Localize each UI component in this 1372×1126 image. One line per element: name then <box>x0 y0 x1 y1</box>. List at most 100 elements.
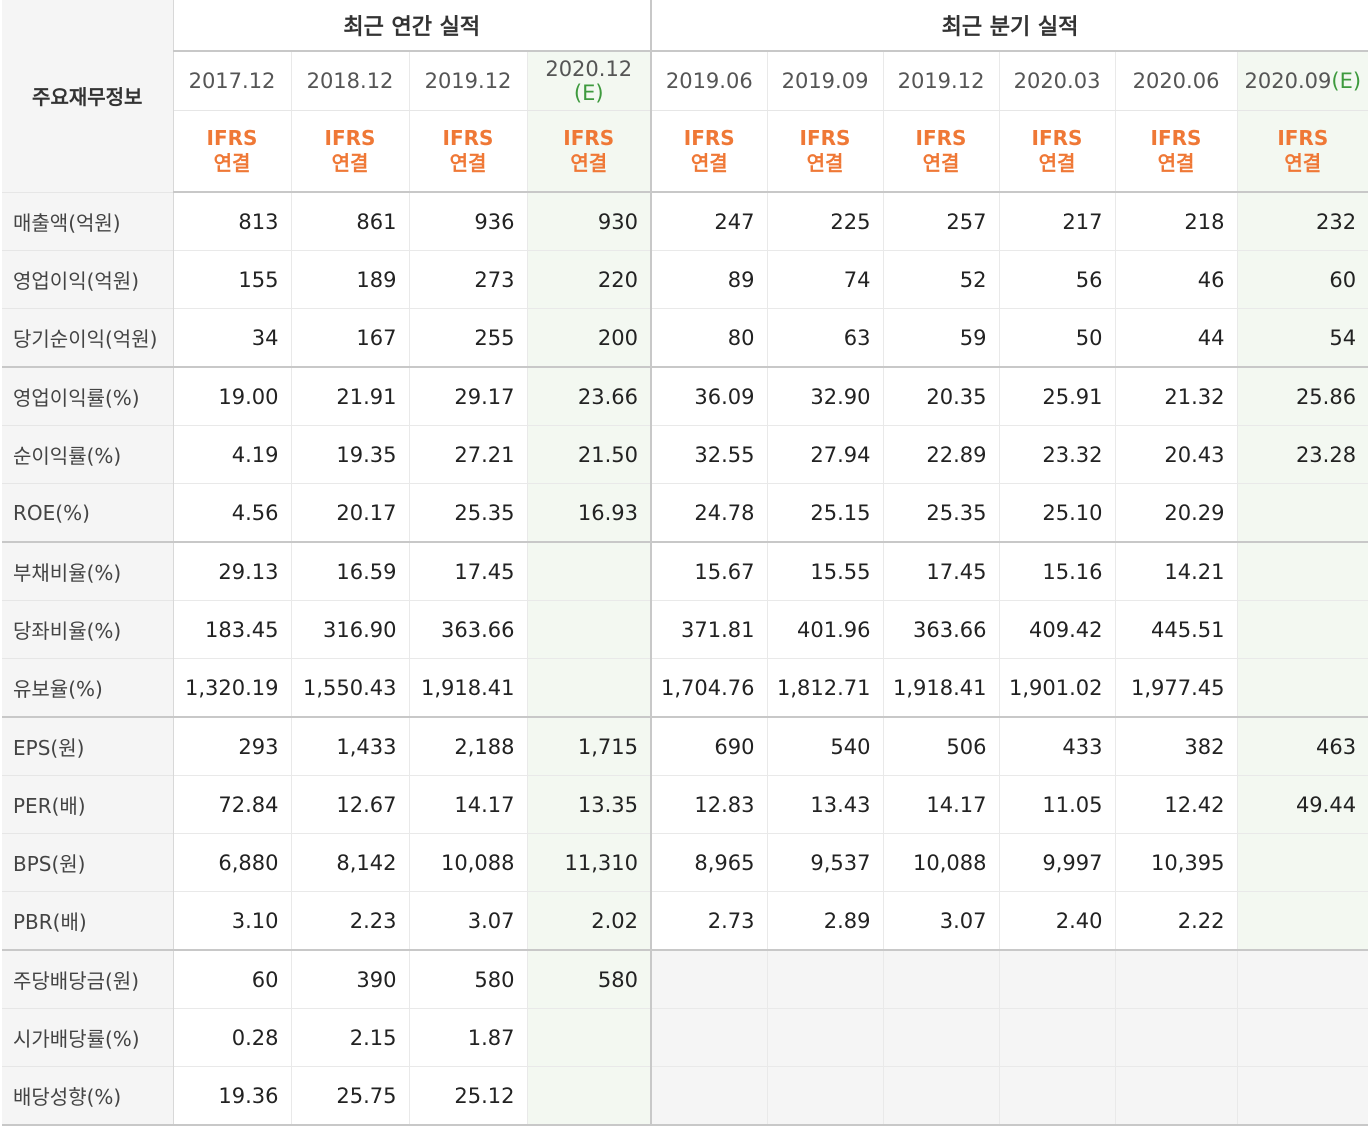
value-cell: 10,395 <box>1115 833 1238 892</box>
value-cell: 232 <box>1237 191 1369 251</box>
value-cell: 155 <box>173 250 292 309</box>
value-cell: 690 <box>651 716 768 776</box>
value-cell: 20.35 <box>883 366 1000 426</box>
value-cell: 2,188 <box>409 716 528 776</box>
row-label: PBR(배) <box>2 891 174 950</box>
value-cell: 13.35 <box>527 775 653 834</box>
ifrs-label: IFRS 연결 <box>651 110 768 193</box>
ifrs-label: IFRS 연결 <box>1237 110 1369 193</box>
value-cell: 4.56 <box>173 483 292 542</box>
value-cell <box>527 1008 653 1067</box>
row-label: ROE(%) <box>2 483 174 542</box>
table-row: 영업이익률(%) 19.00 21.91 29.17 23.66 36.09 32.90 20… <box>2 366 1369 426</box>
table-row: 당좌비율(%) 183.45 316.90 363.66 371.81 401.96 363… <box>2 600 1369 659</box>
value-cell: 24.78 <box>651 483 768 542</box>
value-cell: 44 <box>1115 308 1238 367</box>
value-cell: 12.42 <box>1115 775 1238 834</box>
value-cell: 255 <box>409 308 528 367</box>
value-cell: 0.28 <box>173 1008 292 1067</box>
value-cell: 63 <box>767 308 884 367</box>
period-header: 2017.12 <box>173 51 292 111</box>
table-row: 주당배당금(원) 60 390 580 580 <box>2 949 1369 1009</box>
value-cell: 80 <box>651 308 768 367</box>
value-cell: 29.13 <box>173 541 292 601</box>
value-cell: 25.15 <box>767 483 884 542</box>
table-title: 주요재무정보 <box>2 0 174 192</box>
table-row: 유보율(%) 1,320.19 1,550.43 1,918.41 1,704.76 1,… <box>2 658 1369 717</box>
value-cell: 17.45 <box>883 541 1000 601</box>
ifrs-label: IFRS 연결 <box>883 110 1000 193</box>
value-cell: 463 <box>1237 716 1369 776</box>
value-cell: 2.73 <box>651 891 768 950</box>
value-cell: 12.83 <box>651 775 768 834</box>
value-cell: 23.32 <box>999 425 1116 484</box>
value-cell: 19.00 <box>173 366 292 426</box>
period-header-estimate: 2020.12 (E) <box>527 51 653 111</box>
period-header: 2018.12 <box>291 51 410 111</box>
value-cell: 2.22 <box>1115 891 1238 950</box>
value-cell: 217 <box>999 191 1116 251</box>
value-cell: 32.55 <box>651 425 768 484</box>
value-cell <box>767 949 884 1009</box>
value-cell: 2.02 <box>527 891 653 950</box>
value-cell: 3.10 <box>173 891 292 950</box>
value-cell <box>527 600 653 659</box>
row-label: 당좌비율(%) <box>2 600 174 659</box>
value-cell: 15.55 <box>767 541 884 601</box>
value-cell: 506 <box>883 716 1000 776</box>
value-cell: 22.89 <box>883 425 1000 484</box>
table-row: 부채비율(%) 29.13 16.59 17.45 15.67 15.55 17.45 15.… <box>2 541 1369 601</box>
value-cell: 25.91 <box>999 366 1116 426</box>
value-cell: 390 <box>291 949 410 1009</box>
value-cell: 1.87 <box>409 1008 528 1067</box>
value-cell <box>999 949 1116 1009</box>
value-cell: 363.66 <box>883 600 1000 659</box>
value-cell: 27.21 <box>409 425 528 484</box>
value-cell: 15.67 <box>651 541 768 601</box>
value-cell: 20.29 <box>1115 483 1238 542</box>
value-cell: 4.19 <box>173 425 292 484</box>
value-cell: 60 <box>1237 250 1369 309</box>
value-cell: 14.17 <box>409 775 528 834</box>
value-cell <box>527 658 653 717</box>
value-cell: 540 <box>767 716 884 776</box>
table-row: 당기순이익(억원) 34 167 255 200 80 63 59 50 44 54 <box>2 308 1369 367</box>
row-label: PER(배) <box>2 775 174 834</box>
value-cell: 225 <box>767 191 884 251</box>
value-cell: 1,901.02 <box>999 658 1116 717</box>
period-header: 2020.06 <box>1115 51 1238 111</box>
value-cell: 74 <box>767 250 884 309</box>
value-cell: 8,142 <box>291 833 410 892</box>
row-label: 시가배당률(%) <box>2 1008 174 1067</box>
value-cell: 15.16 <box>999 541 1116 601</box>
value-cell <box>1237 600 1369 659</box>
value-cell <box>1237 1066 1369 1126</box>
period-header: 2019.09 <box>767 51 884 111</box>
value-cell: 19.35 <box>291 425 410 484</box>
value-cell: 21.91 <box>291 366 410 426</box>
value-cell <box>883 949 1000 1009</box>
value-cell: 25.12 <box>409 1066 528 1126</box>
value-cell: 382 <box>1115 716 1238 776</box>
value-cell: 9,997 <box>999 833 1116 892</box>
value-cell: 27.94 <box>767 425 884 484</box>
value-cell: 11,310 <box>527 833 653 892</box>
value-cell: 2.23 <box>291 891 410 950</box>
value-cell: 1,918.41 <box>883 658 1000 717</box>
value-cell: 25.75 <box>291 1066 410 1126</box>
value-cell <box>767 1066 884 1126</box>
ifrs-label: IFRS 연결 <box>767 110 884 193</box>
value-cell: 59 <box>883 308 1000 367</box>
value-cell: 3.07 <box>409 891 528 950</box>
table-row: 매출액(억원) 813 861 936 930 247 225 257 217 218 232 <box>2 191 1369 251</box>
value-cell: 1,320.19 <box>173 658 292 717</box>
row-label: 영업이익률(%) <box>2 366 174 426</box>
value-cell: 21.32 <box>1115 366 1238 426</box>
value-cell: 1,918.41 <box>409 658 528 717</box>
value-cell: 2.15 <box>291 1008 410 1067</box>
ifrs-label: IFRS 연결 <box>291 110 410 193</box>
value-cell: 861 <box>291 191 410 251</box>
value-cell: 49.44 <box>1237 775 1369 834</box>
row-label: 영업이익(억원) <box>2 250 174 309</box>
